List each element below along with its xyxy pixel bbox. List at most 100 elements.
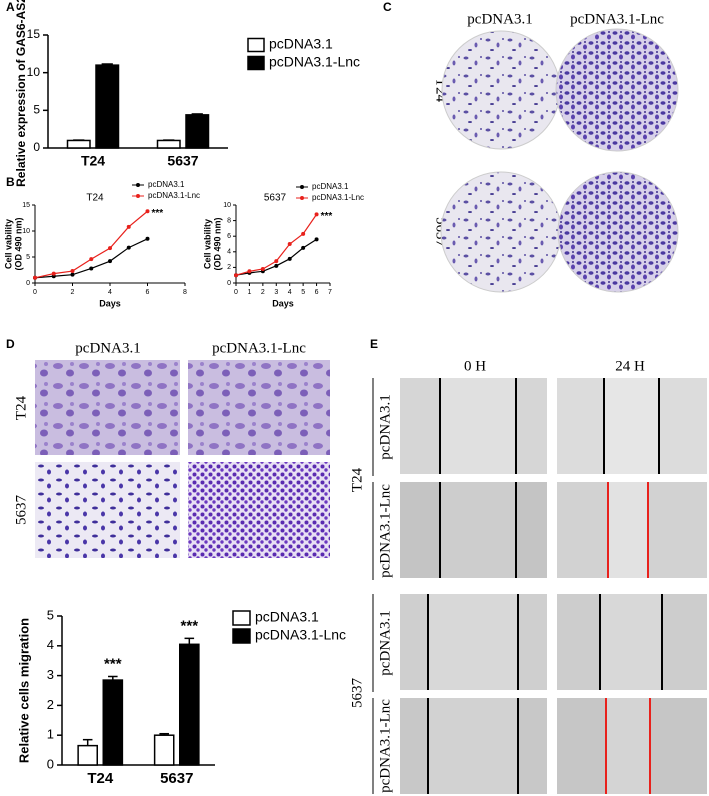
legend-label: pcDNA3.1-Lnc [269, 54, 360, 70]
chart-title: 5637 [264, 193, 287, 204]
x-tick-label: 7 [328, 289, 332, 296]
y-axis-label: (OD 490 nm) [13, 217, 23, 270]
colony-plate [440, 171, 562, 293]
bar [95, 64, 120, 149]
data-point [108, 246, 112, 251]
column-label: pcDNA3.1 [467, 11, 532, 27]
micrograph [35, 360, 180, 455]
data-point [301, 231, 306, 236]
x-tick-label: 5637 [160, 770, 193, 787]
y-axis-label: Relative expression of GAS6-AS2 [14, 0, 28, 187]
chart-title: T24 [86, 193, 104, 204]
column-label: 0 H [464, 358, 486, 374]
y-axis-label: (OD 490 nm) [212, 217, 222, 270]
row-label: 5637 [13, 495, 29, 526]
bar [185, 114, 210, 149]
x-tick-label: 6 [315, 289, 319, 296]
data-point [274, 263, 279, 268]
significance: *** [321, 211, 333, 222]
panel-label: B [6, 175, 15, 189]
y-tick-label: 3 [47, 667, 54, 682]
x-tick-label: 1 [247, 289, 251, 296]
colony-plate [557, 171, 679, 293]
column-label: pcDNA3.1-Lnc [570, 11, 664, 27]
y-tick-label: 5 [26, 254, 30, 261]
x-axis-label: Days [99, 298, 121, 308]
x-tick-label: 0 [33, 289, 37, 296]
x-tick-label: 8 [183, 289, 187, 296]
x-tick-label: T24 [81, 153, 105, 169]
data-point [145, 209, 150, 214]
bar [66, 139, 91, 149]
group-label: pcDNA3.1 [377, 394, 393, 459]
y-tick-label: 15 [22, 202, 30, 209]
data-point [314, 212, 319, 217]
y-tick-label: 1 [47, 727, 54, 742]
legend-swatch [232, 610, 251, 626]
y-axis-label: Relative cells migration [16, 618, 31, 763]
data-point [260, 266, 265, 271]
bar [179, 643, 200, 766]
legend-label: pcDNA3.1 [312, 182, 349, 191]
legend-label: pcDNA3.1 [255, 609, 319, 625]
legend-label: pcDNA3.1 [148, 180, 185, 189]
data-point [70, 272, 75, 277]
data-point [274, 259, 279, 264]
y-tick-label: 0 [47, 756, 54, 771]
significance: *** [181, 617, 199, 634]
micrograph [188, 360, 330, 455]
y-tick-label: 15 [27, 27, 41, 41]
group-label: pcDNA3.1-Lnc [377, 484, 393, 578]
data-point [126, 245, 131, 250]
y-tick-label: 0 [26, 280, 30, 287]
legend-marker [300, 196, 304, 200]
micrograph [188, 462, 330, 558]
y-tick-label: 5 [47, 607, 54, 622]
panel-label: D [6, 337, 15, 351]
panel-label: E [370, 337, 378, 351]
row-label: 5637 [349, 678, 365, 709]
data-point [33, 275, 37, 280]
colony-plate [441, 30, 561, 150]
group-label: pcDNA3.1-Lnc [377, 699, 393, 793]
legend-label: pcDNA3.1 [269, 36, 333, 52]
y-tick-label: 2 [47, 697, 54, 712]
data-point [126, 224, 131, 229]
y-tick-label: 0 [33, 140, 40, 154]
legend-swatch [247, 55, 265, 71]
y-tick-label: 4 [47, 637, 54, 652]
data-point [287, 242, 292, 246]
panel-label: A [6, 0, 15, 14]
significance: *** [152, 208, 164, 219]
data-point [301, 245, 306, 250]
x-tick-label: 2 [261, 289, 265, 296]
data-point [247, 269, 252, 274]
data-point [89, 266, 94, 271]
group-label: pcDNA3.1 [377, 610, 393, 675]
data-point [108, 259, 112, 264]
data-point [70, 269, 75, 274]
panel-label: C [383, 0, 392, 14]
y-tick-label: 10 [27, 65, 41, 79]
x-axis-label: Days [272, 298, 294, 308]
row-label: T24 [349, 467, 365, 492]
wound-images [400, 378, 707, 794]
micrograph [35, 462, 180, 558]
data-point [287, 256, 292, 261]
x-tick-label: 6 [146, 289, 150, 296]
legend-marker [300, 185, 304, 189]
x-tick-label: 4 [288, 289, 292, 296]
y-tick-label: 8 [227, 217, 231, 224]
bar [77, 744, 98, 766]
x-tick-label: 5637 [167, 153, 198, 169]
legend-swatch [247, 37, 265, 53]
y-axis-label: Cell vability [202, 219, 212, 269]
column-label: 24 H [615, 358, 645, 374]
x-tick-label: 5 [301, 289, 305, 296]
x-tick-label: 0 [234, 289, 238, 296]
y-tick-label: 6 [227, 233, 231, 240]
y-tick-label: 4 [227, 249, 231, 256]
bar [102, 679, 124, 766]
x-tick-label: T24 [87, 770, 114, 787]
